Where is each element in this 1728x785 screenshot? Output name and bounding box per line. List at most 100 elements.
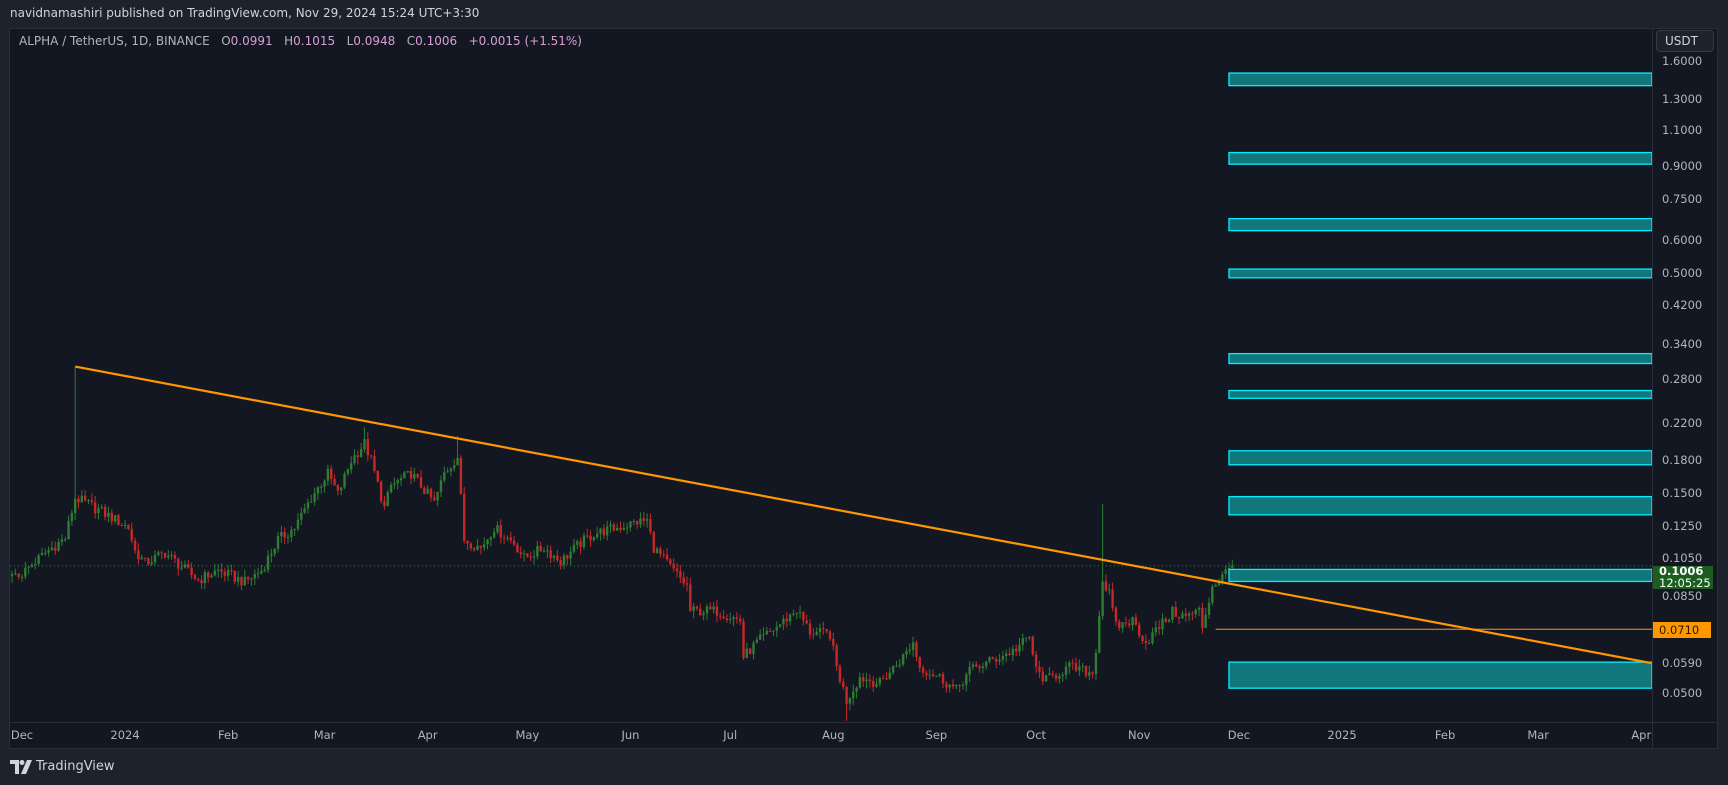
candle bbox=[1131, 617, 1134, 626]
candle bbox=[965, 674, 968, 685]
currency-button[interactable]: USDT bbox=[1656, 30, 1714, 52]
candle bbox=[526, 553, 529, 557]
candle bbox=[10, 574, 14, 577]
candle bbox=[815, 631, 818, 635]
candle bbox=[762, 634, 765, 636]
candle bbox=[802, 611, 805, 621]
candle bbox=[482, 544, 486, 548]
time-tick-label: Feb bbox=[217, 728, 239, 742]
candle bbox=[303, 508, 306, 513]
candle bbox=[622, 528, 626, 530]
candle bbox=[473, 548, 476, 550]
candle bbox=[615, 527, 619, 531]
candle bbox=[1128, 623, 1131, 626]
candle bbox=[845, 687, 848, 704]
candle bbox=[459, 457, 463, 494]
candle bbox=[792, 613, 795, 615]
candle bbox=[549, 550, 552, 559]
candle bbox=[672, 563, 675, 569]
candle bbox=[562, 555, 566, 566]
candle bbox=[596, 533, 599, 538]
candle bbox=[569, 551, 572, 559]
price-tick-label: 0.0850 bbox=[1662, 589, 1703, 604]
candle bbox=[67, 520, 70, 540]
candle bbox=[220, 569, 223, 572]
time-tick-label: Feb bbox=[1434, 728, 1456, 742]
time-tick-label: Jun bbox=[621, 728, 640, 742]
candle bbox=[536, 545, 539, 557]
time-tick-label: Apr bbox=[417, 728, 438, 742]
candle bbox=[1231, 565, 1234, 568]
candle bbox=[190, 567, 193, 575]
candle bbox=[463, 493, 466, 541]
candle bbox=[635, 521, 639, 525]
candle bbox=[113, 515, 117, 522]
time-tick-label: Aug bbox=[822, 728, 845, 742]
candle bbox=[293, 528, 296, 530]
candle bbox=[406, 470, 409, 473]
candle bbox=[466, 540, 469, 544]
candle bbox=[1108, 589, 1111, 591]
candle bbox=[24, 567, 27, 577]
candle bbox=[798, 611, 802, 613]
candle bbox=[758, 634, 762, 640]
candle bbox=[1058, 676, 1061, 679]
candle bbox=[446, 471, 449, 473]
candle bbox=[1201, 608, 1204, 629]
candle bbox=[891, 666, 895, 673]
target-zone bbox=[1228, 72, 1652, 87]
candle bbox=[286, 536, 290, 538]
candle bbox=[426, 488, 429, 494]
time-tick-label: Sep bbox=[925, 728, 948, 742]
candle bbox=[529, 556, 532, 558]
candle bbox=[153, 554, 157, 563]
candle bbox=[539, 545, 542, 552]
price-tick-label: 0.4200 bbox=[1662, 298, 1703, 313]
low-label: L bbox=[346, 34, 354, 48]
candle bbox=[366, 439, 369, 456]
candle bbox=[429, 488, 433, 498]
target-zone bbox=[1228, 450, 1652, 466]
change-value: +0.0015 (+1.51%) bbox=[468, 34, 582, 48]
symbol-name[interactable]: ALPHA / TetherUS, 1D, BINANCE bbox=[19, 34, 210, 48]
candle bbox=[296, 519, 300, 529]
candle bbox=[499, 525, 502, 538]
tradingview-logo[interactable]: TradingView bbox=[10, 759, 115, 774]
candle bbox=[193, 574, 197, 580]
candle bbox=[1181, 613, 1184, 619]
candle bbox=[253, 574, 256, 579]
candle bbox=[100, 507, 103, 509]
candle bbox=[669, 559, 672, 564]
current-price-label: 0.1006 12:05:25 bbox=[1653, 565, 1713, 589]
candle bbox=[542, 551, 546, 553]
candle bbox=[1038, 666, 1041, 672]
candle bbox=[1174, 606, 1177, 617]
candle bbox=[143, 557, 147, 559]
candle bbox=[336, 485, 340, 491]
candle bbox=[326, 468, 330, 481]
candle bbox=[17, 573, 20, 577]
candle bbox=[599, 528, 602, 534]
candle bbox=[868, 679, 872, 682]
time-tick-label: Oct bbox=[1026, 728, 1047, 742]
candle bbox=[1227, 567, 1231, 570]
candle bbox=[423, 487, 426, 494]
candle bbox=[639, 518, 642, 525]
candle bbox=[918, 656, 921, 668]
candle bbox=[44, 552, 47, 554]
time-tick-label: Dec bbox=[10, 728, 34, 742]
candle bbox=[732, 617, 735, 620]
candle bbox=[1224, 569, 1227, 575]
candle bbox=[765, 630, 768, 635]
price-tick-label: 0.0500 bbox=[1662, 686, 1703, 701]
candle bbox=[576, 541, 579, 545]
candle bbox=[855, 687, 858, 692]
candle bbox=[330, 468, 333, 479]
candle bbox=[715, 606, 719, 616]
candle bbox=[785, 618, 788, 622]
candle bbox=[702, 613, 705, 616]
candle bbox=[310, 501, 313, 503]
candle bbox=[519, 552, 522, 555]
candle bbox=[629, 521, 632, 528]
